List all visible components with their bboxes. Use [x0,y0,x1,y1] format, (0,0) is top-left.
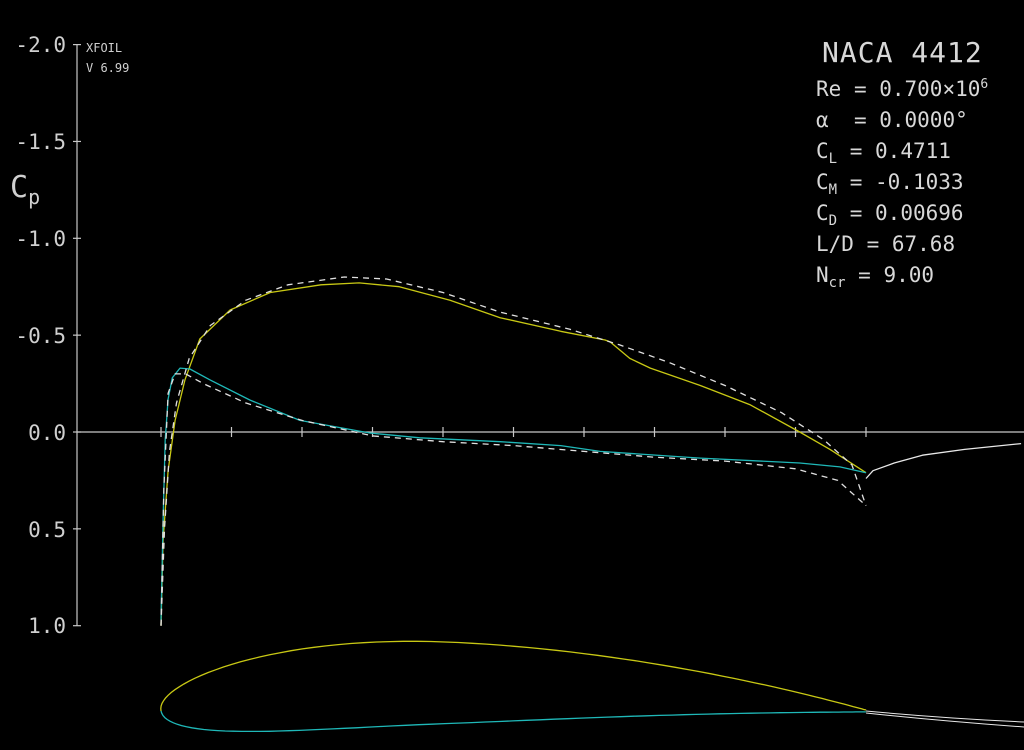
info-symbol: C [816,139,829,163]
wake-lower-line [865,712,1024,728]
info-equals: = [828,108,880,132]
info-symbol: N [816,263,829,287]
info-subscript: cr [828,275,846,292]
ytick-label: 1.0 [28,614,66,638]
info-row: Re = 0.700×106 [816,69,989,101]
version-label: V 6.99 [86,61,130,75]
info-row: CM = -0.1033 [816,162,988,198]
ytick-label: -0.5 [15,324,66,348]
info-subscript: D [828,213,838,230]
info-panel: NACA 4412 Re = 0.700×106 α = 0.0000° CL = … [816,36,989,291]
series-wake [865,442,1022,479]
info-superscript: 6 [980,77,989,92]
info-subscript: L [828,151,838,168]
info-row: CD = 0.00696 [816,193,988,229]
info-value: 0.700×10 [879,77,981,101]
series-inviscid-upper [160,276,867,626]
info-symbol: L/D [816,232,854,256]
airfoil-upper-surface [160,640,867,712]
info-equals: = [837,201,876,225]
y-axis-label-sub: p [28,185,41,209]
info-symbol: α [816,108,829,132]
info-value: 67.68 [891,232,956,256]
series-viscous-lower [160,367,867,620]
info-row: CL = 0.4711 [816,131,988,167]
y-axis-label: Cp [10,170,40,209]
info-value: 0.4711 [875,139,951,163]
series-inviscid-lower [160,373,867,626]
y-axis-label-main: C [10,170,29,205]
info-subscript: M [828,182,838,199]
info-row: L/D = 67.68 [816,224,988,256]
info-symbol: C [816,170,829,194]
info-equals: = [841,77,880,101]
airfoil-lower-surface [160,710,866,733]
info-row: α = 0.0000° [816,100,988,132]
info-equals: = [845,263,884,287]
info-value: 0.0000° [879,108,968,132]
series-viscous-upper [160,282,867,626]
info-equals: = [837,170,876,194]
info-value: -0.1033 [875,170,964,194]
xfoil-label: XFOIL [86,41,123,55]
ytick-label: -1.0 [15,227,66,251]
ytick-label: -2.0 [15,33,66,57]
ytick-label: -1.5 [15,130,66,154]
info-value: 0.00696 [875,201,964,225]
info-row: Ncr = 9.00 [816,255,988,291]
ytick-label: 0.5 [28,518,66,542]
info-equals: = [853,232,892,256]
info-symbol: Re [816,77,842,101]
info-value: 9.00 [883,263,935,287]
info-symbol: C [816,201,829,225]
ytick-label: 0.0 [28,421,66,445]
wake-upper-line [865,710,1024,723]
airfoil-name: NACA 4412 [822,36,983,69]
info-equals: = [837,139,876,163]
